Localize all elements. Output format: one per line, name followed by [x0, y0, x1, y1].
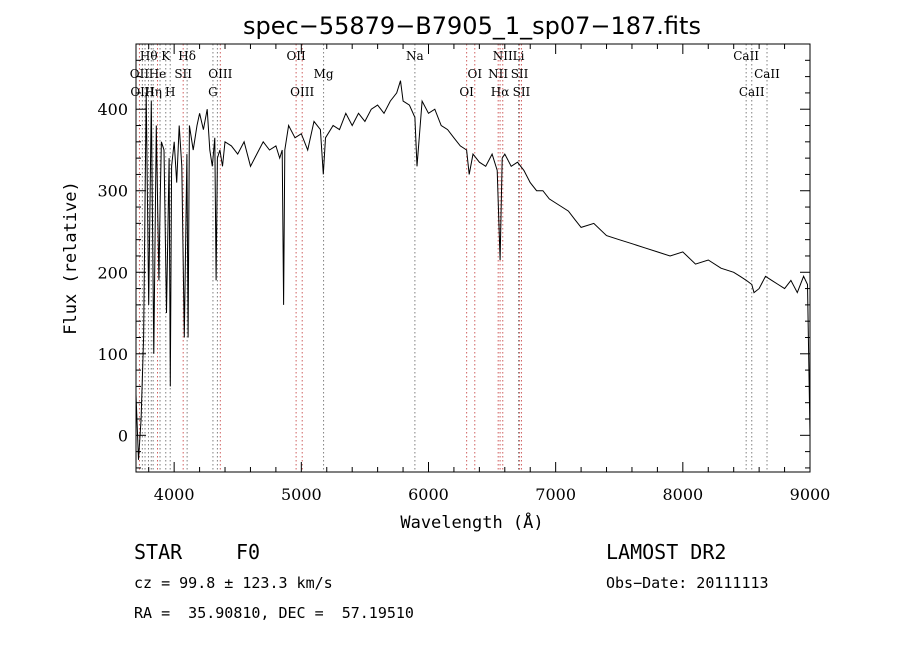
spectrum-line	[135, 80, 811, 460]
line-label: OII	[130, 67, 150, 81]
line-label: SII	[511, 67, 529, 81]
line-label: Li	[513, 49, 525, 63]
spectral-line-markers	[138, 44, 768, 472]
x-tick-label: 9000	[790, 485, 831, 504]
object-class: STAR	[134, 540, 183, 564]
plot-frame	[135, 43, 811, 473]
line-label: SII	[513, 85, 531, 99]
line-label: G	[208, 85, 218, 99]
line-label: Mg	[314, 67, 334, 81]
y-axis: 0 100 200 300 400	[97, 43, 810, 469]
x-tick-label: 8000	[662, 485, 703, 504]
y-tick-label: 300	[97, 182, 128, 201]
x-tick-label: 6000	[408, 485, 449, 504]
line-label: K	[161, 49, 171, 63]
line-label: OI	[467, 67, 482, 81]
coordinates-text: RA = 35.90810, DEC = 57.19510	[134, 604, 414, 622]
x-tick-label: 4000	[154, 485, 195, 504]
redshift-text: cz = 99.8 ± 123.3 km/s	[134, 574, 333, 592]
line-label: Hη	[144, 85, 162, 99]
obs-date: Obs−Date: 20111113	[606, 574, 769, 592]
survey-name: LAMOST DR2	[606, 540, 727, 564]
x-axis: 4000 5000 6000 7000 8000 9000	[148, 44, 831, 504]
x-axis-label: Wavelength (Å)	[400, 511, 543, 533]
y-tick-label: 0	[118, 426, 128, 445]
line-label: OIII	[208, 67, 232, 81]
line-label: Hδ	[178, 49, 196, 63]
x-tick-label: 5000	[281, 485, 322, 504]
y-axis-label: Flux (relative)	[61, 181, 81, 335]
line-label: NII	[493, 49, 513, 63]
y-tick-label: 200	[97, 263, 128, 282]
y-tick-label: 400	[97, 100, 128, 119]
chart-title: spec−55879−B7905_1_sp07−187.fits	[243, 12, 701, 40]
line-label: OI	[459, 85, 474, 99]
line-label: CaII	[733, 49, 759, 63]
line-label: OII	[286, 49, 306, 63]
line-label: Hθ	[140, 49, 158, 63]
x-tick-label: 7000	[535, 485, 576, 504]
line-label: CaII	[739, 85, 765, 99]
line-label: OIII	[290, 85, 314, 99]
line-label: CaII	[754, 67, 780, 81]
line-label: SII	[174, 67, 192, 81]
object-subclass: F0	[236, 540, 261, 564]
line-label: He	[149, 67, 167, 81]
y-tick-label: 100	[97, 345, 128, 364]
line-label: Hα	[491, 85, 510, 99]
line-label: Na	[406, 49, 424, 63]
line-label: H	[165, 85, 175, 99]
line-label: NII	[488, 67, 508, 81]
